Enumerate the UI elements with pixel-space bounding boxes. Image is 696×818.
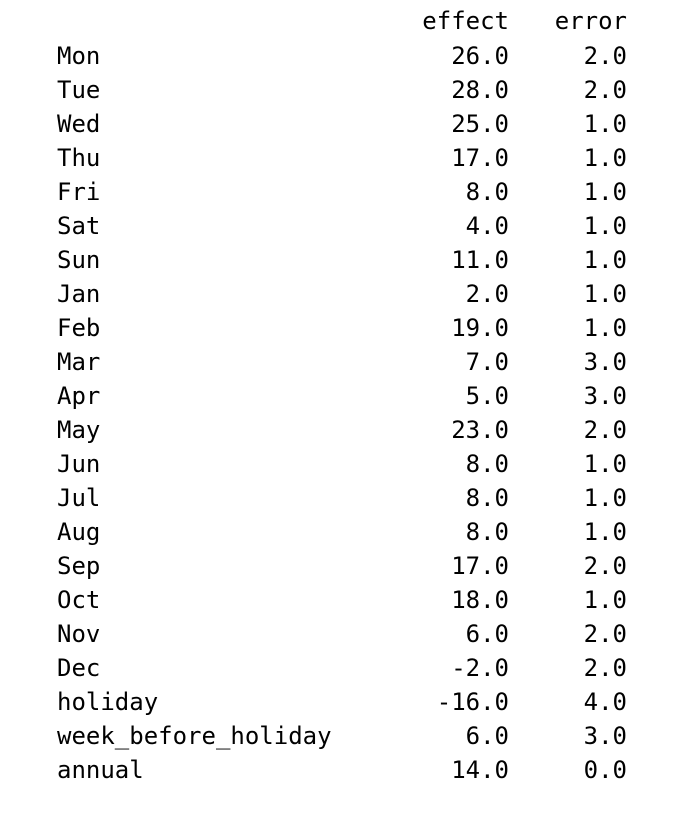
row-label: week_before_holiday	[57, 722, 332, 750]
effect-value: 25.0	[451, 110, 509, 138]
row-label: Mar	[57, 348, 101, 376]
effect-value: 8.0	[465, 178, 509, 206]
row-label: Sun	[57, 246, 101, 274]
table-row: Apr 5.0 3.0	[0, 379, 696, 413]
dataframe-output: effect error Mon 26.0 2.0 Tue 28.0 2.0 Wed 25.0…	[0, 0, 696, 784]
error-value: 3.0	[583, 382, 627, 410]
row-label: Mon	[57, 42, 101, 70]
effect-value: 26.0	[451, 42, 509, 70]
error-value: 1.0	[583, 280, 627, 308]
row-label: Tue	[57, 76, 101, 104]
effect-value: 2.0	[465, 280, 509, 308]
table-row: Nov 6.0 2.0	[0, 617, 696, 651]
table-row: Sun 11.0 1.0	[0, 243, 696, 277]
table-row: May 23.0 2.0	[0, 413, 696, 447]
effect-value: 6.0	[465, 620, 509, 648]
effect-value: 11.0	[451, 246, 509, 274]
row-label: Dec	[57, 654, 101, 682]
error-value: 2.0	[583, 620, 627, 648]
row-label: Aug	[57, 518, 101, 546]
effect-value: 19.0	[451, 314, 509, 342]
table-row: Aug 8.0 1.0	[0, 515, 696, 549]
error-value: 2.0	[583, 552, 627, 580]
effect-value: 23.0	[451, 416, 509, 444]
row-label: Jun	[57, 450, 101, 478]
error-value: 2.0	[583, 42, 627, 70]
effect-value: 8.0	[465, 450, 509, 478]
table-row: week_before_holiday 6.0 3.0	[0, 719, 696, 753]
row-label: Jul	[57, 484, 101, 512]
error-value: 1.0	[583, 518, 627, 546]
effect-value: 5.0	[465, 382, 509, 410]
row-label: May	[57, 416, 101, 444]
row-label: Feb	[57, 314, 101, 342]
error-value: 3.0	[583, 348, 627, 376]
table-row: Dec -2.0 2.0	[0, 651, 696, 685]
row-label: Fri	[57, 178, 101, 206]
row-label: Nov	[57, 620, 101, 648]
error-value: 1.0	[583, 314, 627, 342]
table-row: Mar 7.0 3.0	[0, 345, 696, 379]
row-label: Apr	[57, 382, 101, 410]
table-body: Mon 26.0 2.0 Tue 28.0 2.0 Wed 25.0 1.0 Thu 17.0 1.0…	[0, 39, 696, 787]
table-row: Sat 4.0 1.0	[0, 209, 696, 243]
row-label: Sep	[57, 552, 101, 580]
table-row: Jun 8.0 1.0	[0, 447, 696, 481]
effect-value: 28.0	[451, 76, 509, 104]
error-value: 1.0	[583, 246, 627, 274]
error-value: 1.0	[583, 144, 627, 172]
table-row: Fri 8.0 1.0	[0, 175, 696, 209]
row-label: Wed	[57, 110, 101, 138]
effect-value: 17.0	[451, 552, 509, 580]
table-row: Jul 8.0 1.0	[0, 481, 696, 515]
effect-value: 7.0	[465, 348, 509, 376]
error-value: 1.0	[583, 178, 627, 206]
error-value: 4.0	[583, 688, 627, 716]
effect-value: 8.0	[465, 518, 509, 546]
table-row: Mon 26.0 2.0	[0, 39, 696, 73]
effect-value: 14.0	[451, 756, 509, 784]
table-row: holiday -16.0 4.0	[0, 685, 696, 719]
table-header-row: effect error	[0, 4, 696, 38]
table-row: Sep 17.0 2.0	[0, 549, 696, 583]
error-value: 1.0	[583, 484, 627, 512]
row-label: holiday	[57, 688, 159, 716]
error-value: 1.0	[583, 450, 627, 478]
error-value: 1.0	[583, 586, 627, 614]
row-label: Jan	[57, 280, 101, 308]
table-row: Tue 28.0 2.0	[0, 73, 696, 107]
table-row: Wed 25.0 1.0	[0, 107, 696, 141]
error-value: 1.0	[583, 110, 627, 138]
error-value: 1.0	[583, 212, 627, 240]
row-label: annual	[57, 756, 144, 784]
error-value: 3.0	[583, 722, 627, 750]
row-label: Sat	[57, 212, 101, 240]
error-value: 0.0	[583, 756, 627, 784]
effect-value: -16.0	[436, 688, 509, 716]
effect-value: 8.0	[465, 484, 509, 512]
row-label: Oct	[57, 586, 101, 614]
table-row: Oct 18.0 1.0	[0, 583, 696, 617]
effect-value: 17.0	[451, 144, 509, 172]
table-row: Jan 2.0 1.0	[0, 277, 696, 311]
table-row: Feb 19.0 1.0	[0, 311, 696, 345]
effect-value: 4.0	[465, 212, 509, 240]
row-label: Thu	[57, 144, 101, 172]
error-value: 2.0	[583, 654, 627, 682]
column-header-error: error	[554, 7, 627, 35]
table-row: Thu 17.0 1.0	[0, 141, 696, 175]
table-row: annual 14.0 0.0	[0, 753, 696, 787]
effect-value: 6.0	[465, 722, 509, 750]
effect-value: -2.0	[451, 654, 509, 682]
error-value: 2.0	[583, 76, 627, 104]
effect-value: 18.0	[451, 586, 509, 614]
error-value: 2.0	[583, 416, 627, 444]
column-header-effect: effect	[422, 7, 509, 35]
